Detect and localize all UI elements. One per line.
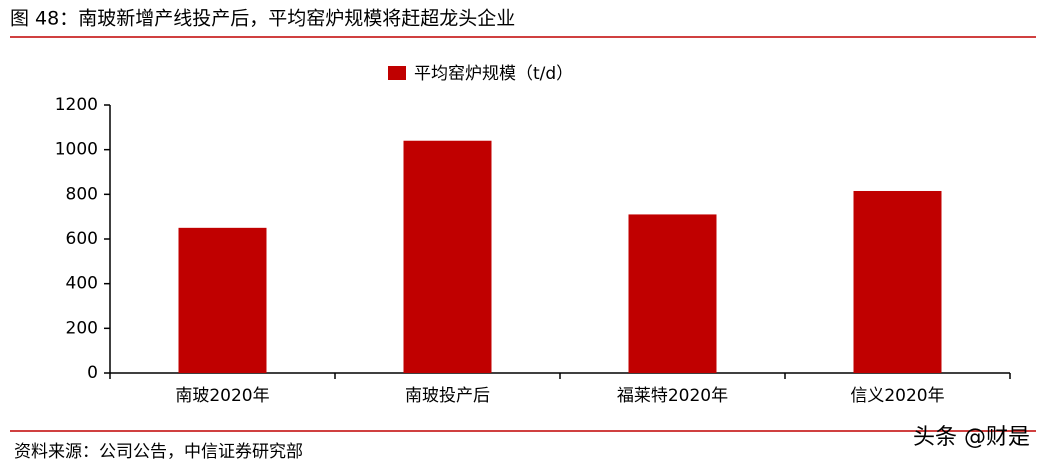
y-tick-label: 1200 (55, 95, 98, 115)
bar (178, 227, 267, 373)
bar (628, 214, 717, 373)
legend-swatch (388, 66, 406, 80)
x-tick-label: 信义2020年 (850, 386, 944, 406)
bar (853, 190, 942, 373)
y-tick-label: 0 (87, 363, 98, 383)
watermark: 头条 @财是 (913, 425, 1030, 450)
x-tick-label: 南玻2020年 (175, 386, 269, 406)
y-tick-label: 600 (66, 229, 98, 249)
source-note: 资料来源：公司公告，中信证券研究部 (14, 442, 303, 462)
y-tick-label: 200 (66, 318, 98, 338)
x-tick-label: 福莱特2020年 (617, 386, 728, 406)
legend-label: 平均窑炉规模（t/d） (414, 64, 573, 84)
y-tick-label: 400 (66, 274, 98, 294)
chart-title: 图 48：南玻新增产线投产后，平均窑炉规模将赶超龙头企业 (10, 8, 515, 30)
y-tick-label: 800 (66, 184, 98, 204)
x-tick-label: 南玻投产后 (405, 386, 490, 406)
y-tick-label: 1000 (55, 140, 98, 160)
bar (403, 140, 492, 373)
